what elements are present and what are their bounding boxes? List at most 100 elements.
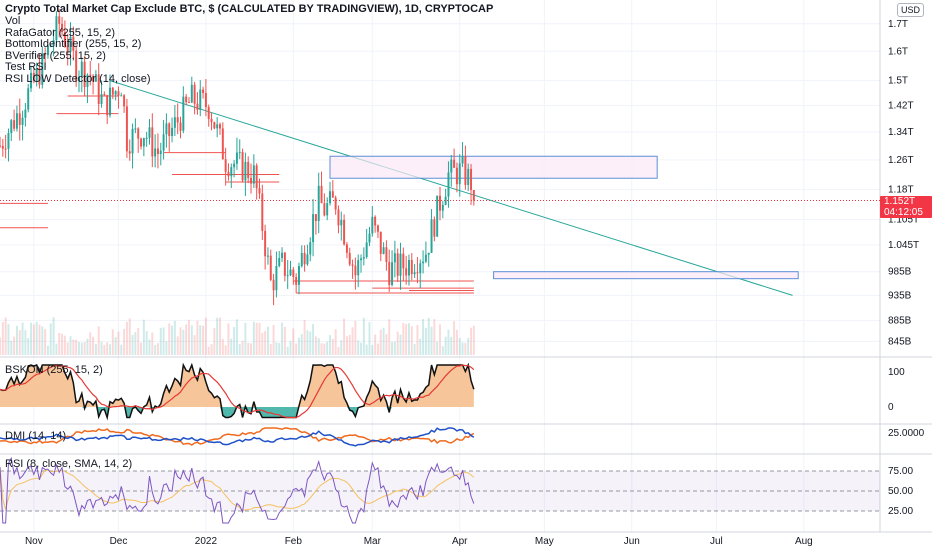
candle xyxy=(4,134,7,159)
candle xyxy=(187,97,190,104)
candle xyxy=(388,249,391,292)
volume-bar xyxy=(123,328,126,355)
candle xyxy=(128,139,131,161)
candle xyxy=(131,123,134,169)
candle xyxy=(266,247,269,265)
volume-bar xyxy=(343,318,346,355)
candle xyxy=(18,98,21,141)
volume-bar xyxy=(44,329,47,355)
volume-bar xyxy=(241,340,244,355)
volume-bar xyxy=(227,323,230,355)
volume-bar xyxy=(362,317,365,355)
volume-bar xyxy=(399,334,402,355)
candle xyxy=(250,163,253,194)
volume-bar xyxy=(464,342,467,355)
currency-badge[interactable]: USD xyxy=(897,3,925,17)
candle xyxy=(413,264,416,278)
volume-bar xyxy=(182,329,185,355)
volume-bar xyxy=(252,321,255,355)
candle xyxy=(123,93,126,113)
dmi-plus-line xyxy=(0,427,475,447)
time-tick-label: Feb xyxy=(285,536,303,547)
volume-bar xyxy=(207,346,210,355)
legend-item[interactable]: Test RSI xyxy=(5,61,47,73)
legend-item[interactable]: Vol xyxy=(5,15,21,27)
candle xyxy=(46,44,49,59)
candle xyxy=(314,214,317,235)
candle xyxy=(292,266,295,285)
legend-item[interactable]: RSI LOW Detector (14, close) xyxy=(5,72,151,85)
candle xyxy=(156,133,159,169)
candle xyxy=(343,214,346,246)
volume-bar xyxy=(30,322,33,355)
candle xyxy=(275,251,278,298)
volume-bar xyxy=(159,327,162,355)
volume-bar xyxy=(100,341,103,355)
candle xyxy=(202,86,205,99)
candle xyxy=(52,29,55,57)
legend-item[interactable]: RafaGator (255, 15, 2) xyxy=(5,26,116,39)
volume-bar xyxy=(106,342,109,355)
zone-rectangle[interactable] xyxy=(493,271,799,280)
volume-bar xyxy=(128,318,131,355)
candle xyxy=(103,91,106,96)
volume-bar xyxy=(441,346,444,355)
volume-bar xyxy=(27,338,30,355)
candle xyxy=(382,242,385,255)
volume-bar xyxy=(300,334,303,355)
candle xyxy=(360,254,363,273)
volume-bar xyxy=(46,345,49,355)
candle xyxy=(55,11,58,48)
volume-bar xyxy=(35,321,38,355)
volume-bar xyxy=(309,331,312,355)
candle xyxy=(137,127,140,153)
candle xyxy=(470,163,473,205)
candle xyxy=(41,46,44,89)
volume-bar xyxy=(55,343,58,355)
candle xyxy=(281,247,284,262)
volume-bar xyxy=(117,331,120,355)
candle xyxy=(7,128,10,162)
volume-bar xyxy=(204,317,207,355)
candle xyxy=(238,139,241,160)
candle xyxy=(230,163,233,189)
candle xyxy=(441,200,444,219)
volume-bars xyxy=(0,317,475,355)
volume-bar xyxy=(357,340,360,355)
candle xyxy=(303,245,306,272)
candle xyxy=(196,92,199,115)
volume-bar xyxy=(385,334,388,355)
price-tick-label: 985B xyxy=(888,267,912,278)
volume-bar xyxy=(258,322,261,355)
volume-bar xyxy=(391,341,394,355)
volume-bar xyxy=(75,339,78,355)
candle xyxy=(340,211,343,241)
candle xyxy=(430,209,433,253)
volume-bar xyxy=(131,334,134,355)
candle xyxy=(190,76,193,104)
volume-bar xyxy=(278,342,281,355)
rsi-ma-line xyxy=(0,466,475,511)
candlesticks xyxy=(0,9,475,306)
candle xyxy=(258,178,261,199)
volume-bar xyxy=(447,329,450,355)
zone-rectangle[interactable] xyxy=(329,155,658,179)
candle xyxy=(317,172,320,234)
volume-bar xyxy=(407,323,410,355)
legend-item[interactable]: BVerifier (255, 15, 2) xyxy=(5,49,106,62)
volume-bar xyxy=(374,334,377,355)
candle xyxy=(300,245,303,268)
volume-bar xyxy=(405,324,408,355)
time-tick-label: May xyxy=(535,536,554,547)
volume-bar xyxy=(368,322,371,355)
trendline[interactable] xyxy=(109,80,793,296)
drawings[interactable] xyxy=(0,80,880,296)
candle xyxy=(233,160,236,178)
candle xyxy=(329,181,331,206)
volume-bar xyxy=(376,343,379,355)
candle xyxy=(439,186,441,221)
volume-bar xyxy=(15,325,18,355)
candle xyxy=(334,195,337,215)
legend-item[interactable]: BottomIdentifier (255, 15, 2) xyxy=(5,38,142,50)
